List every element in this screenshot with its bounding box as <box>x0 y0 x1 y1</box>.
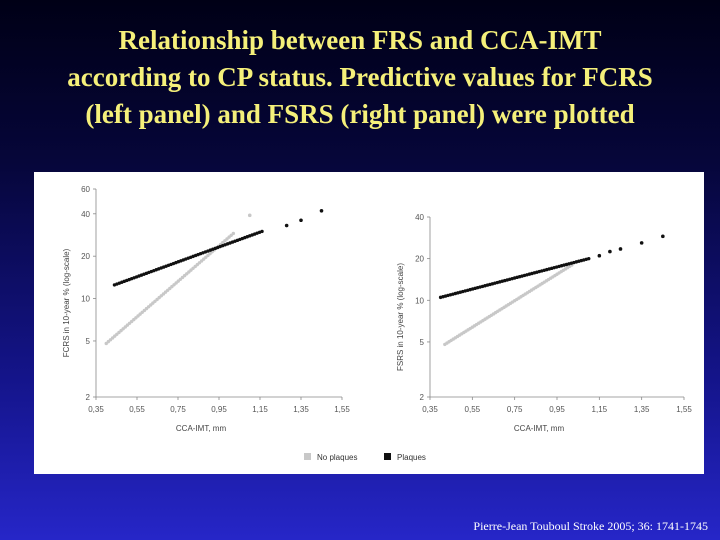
left-x-tick-label: 0,95 <box>211 405 227 414</box>
right-x-tick-label: 0,35 <box>422 405 438 414</box>
left-y-tick-label: 10 <box>81 295 90 304</box>
right-plaques-point <box>618 247 623 251</box>
left-plaques-point <box>260 229 264 234</box>
legend-no-plaques-label: No plaques <box>317 453 357 462</box>
legend-no-plaques-swatch <box>304 453 311 460</box>
left-y-tick-label: 5 <box>86 337 91 346</box>
citation: Pierre-Jean Touboul Stroke 2005; 36: 174… <box>473 519 708 533</box>
right-x-tick-label: 1,15 <box>592 405 608 414</box>
left-x-tick-label: 0,75 <box>170 405 186 414</box>
right-x-axis-label: CCA-IMT, mm <box>514 424 565 433</box>
right-plaques-point <box>597 253 602 258</box>
right-y-tick-label: 40 <box>415 213 424 222</box>
left-y-tick-label: 20 <box>81 252 90 261</box>
left-x-tick-label: 0,55 <box>129 405 145 414</box>
right-plaques-point <box>608 249 612 254</box>
left-y-axis-label: FCRS in 10-year % (log-scale) <box>62 248 71 357</box>
right-plaques-point <box>661 234 665 239</box>
legend-plaques-label: Plaques <box>397 453 426 462</box>
right-y-tick-label: 2 <box>420 393 425 402</box>
left-x-tick-label: 1,55 <box>334 405 350 414</box>
left-y-tick-label: 40 <box>81 210 90 219</box>
left-x-tick-label: 1,35 <box>293 405 309 414</box>
slide-title: Relationship between FRS and CCA-IMT acc… <box>0 22 720 133</box>
left-x-tick-label: 0,35 <box>88 405 104 414</box>
left-x-tick-label: 1,15 <box>252 405 268 414</box>
left-x-axis-label: CCA-IMT, mm <box>176 424 227 433</box>
right-y-axis-label: FSRS in 10-year % (log-scale) <box>396 263 405 371</box>
left-no-plaques-point <box>247 213 252 218</box>
right-y-tick-label: 5 <box>420 338 425 347</box>
legend-plaques-swatch <box>384 453 391 460</box>
right-y-tick-label: 20 <box>415 255 424 264</box>
right-x-tick-label: 1,55 <box>676 405 692 414</box>
right-x-tick-label: 0,55 <box>465 405 481 414</box>
chart-panel: 0,35 0,55 0,75 0,95 1,15 1,35 1,55 2 5 10 20 40 60 CC… <box>34 172 704 474</box>
title-line-3: (left panel) and FSRS (right panel) were… <box>85 99 635 129</box>
left-plaques-point <box>319 209 324 213</box>
title-line-1: Relationship between FRS and CCA-IMT <box>118 25 602 55</box>
title-line-2: according to CP status. Predictive value… <box>67 62 653 92</box>
right-x-tick-label: 1,35 <box>634 405 650 414</box>
right-x-tick-label: 0,95 <box>549 405 565 414</box>
left-y-tick-label: 60 <box>81 185 90 194</box>
right-x-tick-label: 0,75 <box>507 405 523 414</box>
charts-svg: 0,35 0,55 0,75 0,95 1,15 1,35 1,55 2 5 10 20 40 60 CC… <box>62 185 692 462</box>
left-y-tick-label: 2 <box>86 393 91 402</box>
left-no-plaques-point <box>231 231 236 236</box>
right-plaques-point <box>587 256 591 261</box>
left-plaques-point <box>284 223 289 228</box>
right-plaques-point <box>639 241 644 245</box>
right-y-tick-label: 10 <box>415 296 424 305</box>
left-plaques-point <box>299 218 303 223</box>
